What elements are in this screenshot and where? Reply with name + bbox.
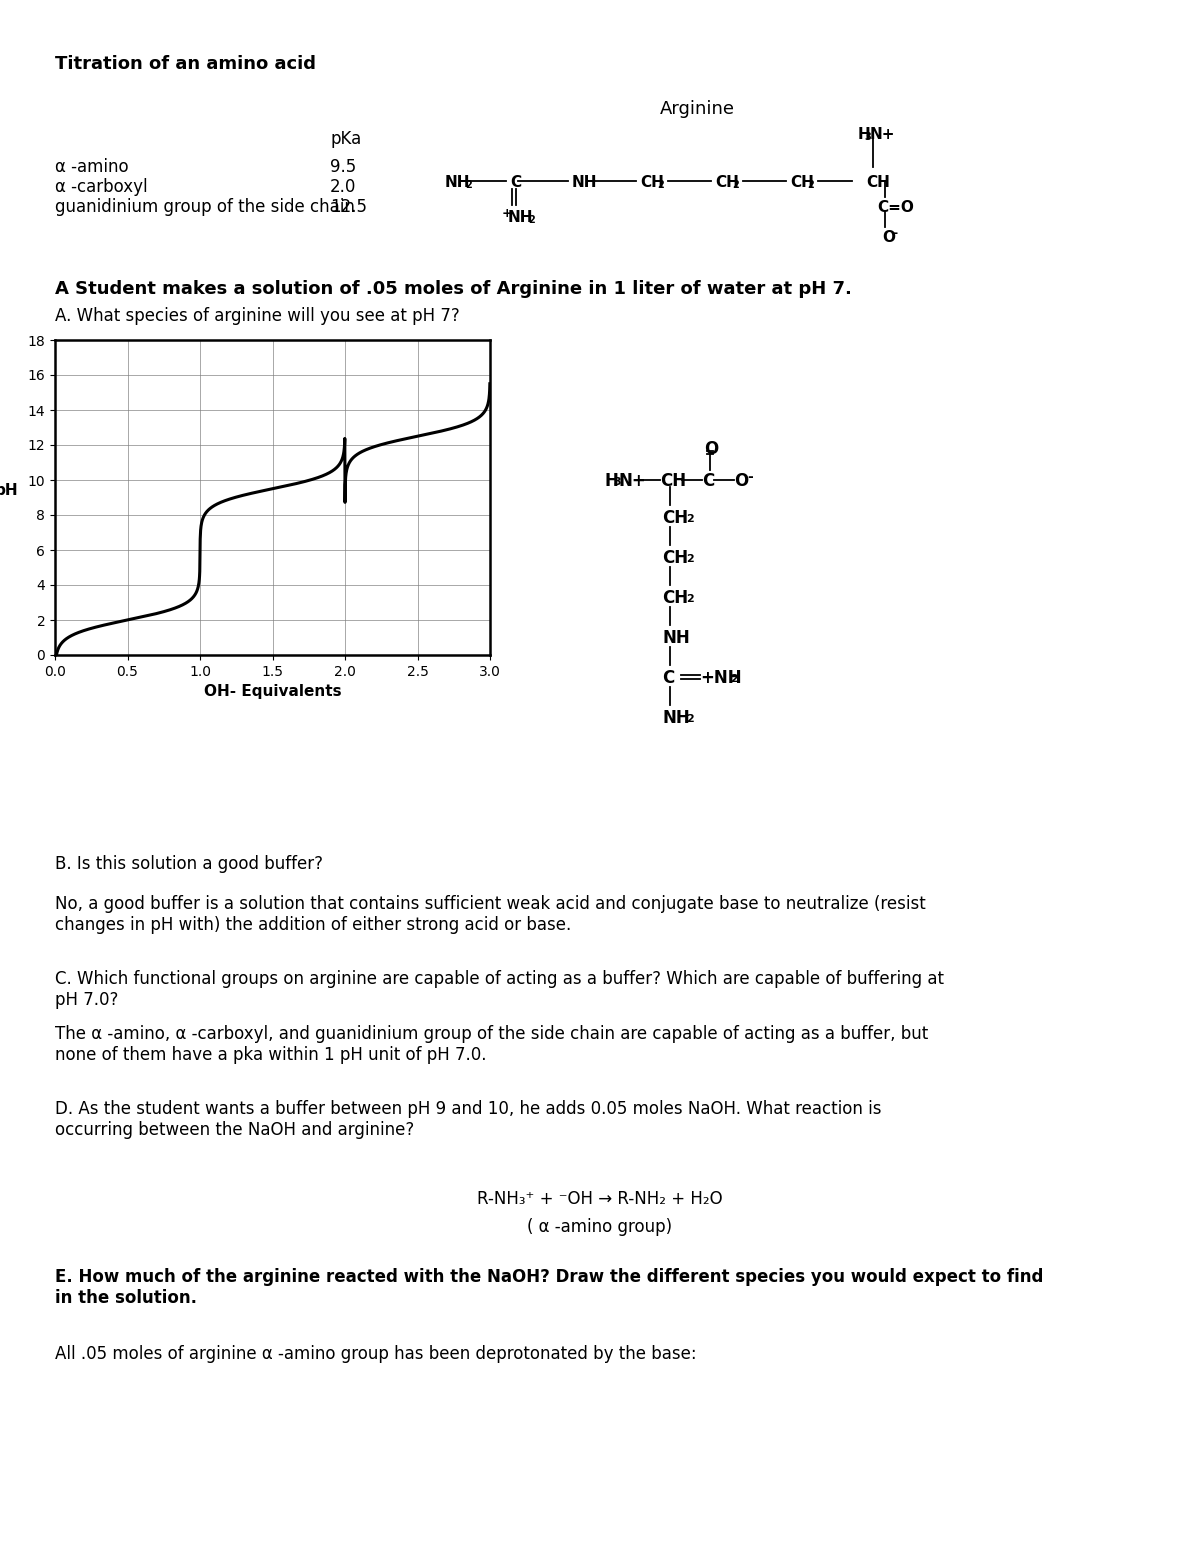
Text: 2: 2: [686, 714, 694, 724]
Text: α -amino: α -amino: [55, 158, 128, 175]
Text: H: H: [858, 127, 871, 141]
Text: C: C: [702, 472, 714, 491]
Y-axis label: pH: pH: [0, 483, 18, 497]
Text: N+: N+: [619, 472, 647, 491]
Text: D. As the student wants a buffer between pH 9 and 10, he adds 0.05 moles NaOH. W: D. As the student wants a buffer between…: [55, 1100, 882, 1138]
Text: 3: 3: [864, 132, 871, 141]
Text: 9.5: 9.5: [330, 158, 356, 175]
X-axis label: OH- Equivalents: OH- Equivalents: [204, 685, 341, 699]
Text: NH: NH: [572, 175, 598, 189]
Text: C. Which functional groups on arginine are capable of acting as a buffer? Which : C. Which functional groups on arginine a…: [55, 971, 944, 1009]
Text: CH: CH: [662, 550, 688, 567]
Text: pKa: pKa: [330, 130, 361, 148]
Text: CH: CH: [715, 175, 739, 189]
Text: 2: 2: [732, 180, 739, 189]
Text: α -carboxyl: α -carboxyl: [55, 179, 148, 196]
Text: CH: CH: [662, 509, 688, 526]
Text: 2.0: 2.0: [330, 179, 356, 196]
Text: No, a good buffer is a solution that contains sufficient weak acid and conjugate: No, a good buffer is a solution that con…: [55, 895, 925, 933]
Text: NH: NH: [508, 210, 534, 225]
Text: Arginine: Arginine: [660, 99, 734, 118]
Text: B. Is this solution a good buffer?: B. Is this solution a good buffer?: [55, 856, 323, 873]
Text: 2: 2: [528, 214, 535, 225]
Text: Titration of an amino acid: Titration of an amino acid: [55, 54, 316, 73]
Text: O: O: [882, 230, 895, 245]
Text: A Student makes a solution of .05 moles of Arginine in 1 liter of water at pH 7.: A Student makes a solution of .05 moles …: [55, 280, 852, 298]
Text: N+: N+: [870, 127, 895, 141]
Text: C: C: [510, 175, 521, 189]
Text: CH: CH: [662, 589, 688, 607]
Text: C=O: C=O: [877, 200, 914, 214]
Text: -: -: [892, 227, 898, 241]
Text: O: O: [734, 472, 749, 491]
Text: CH: CH: [790, 175, 814, 189]
Text: 2: 2: [686, 593, 694, 604]
Text: NH: NH: [662, 710, 690, 727]
Text: 2: 2: [466, 180, 472, 189]
Text: R-NH₃⁺ + ⁻OH → R-NH₂ + H₂O: R-NH₃⁺ + ⁻OH → R-NH₂ + H₂O: [478, 1190, 722, 1208]
Text: guanidinium group of the side chain: guanidinium group of the side chain: [55, 197, 355, 216]
Text: 2: 2: [686, 514, 694, 523]
Text: The α -amino, α -carboxyl, and guanidinium group of the side chain are capable o: The α -amino, α -carboxyl, and guanidini…: [55, 1025, 929, 1064]
Text: NH: NH: [445, 175, 470, 189]
Text: NH: NH: [662, 629, 690, 648]
Text: 2: 2: [730, 674, 738, 683]
Text: 3: 3: [613, 477, 620, 488]
Text: -: -: [746, 471, 752, 485]
Text: 2: 2: [808, 180, 814, 189]
Text: +NH: +NH: [700, 669, 742, 686]
Text: ( α -amino group): ( α -amino group): [528, 1218, 672, 1236]
Text: CH: CH: [660, 472, 686, 491]
Text: H: H: [605, 472, 619, 491]
Text: A. What species of arginine will you see at pH 7?: A. What species of arginine will you see…: [55, 307, 460, 325]
Text: E. How much of the arginine reacted with the NaOH? Draw the different species yo: E. How much of the arginine reacted with…: [55, 1267, 1043, 1306]
Text: 2: 2: [686, 554, 694, 564]
Text: All .05 moles of arginine α -amino group has been deprotonated by the base:: All .05 moles of arginine α -amino group…: [55, 1345, 697, 1364]
Text: CH: CH: [866, 175, 890, 189]
Text: C: C: [662, 669, 674, 686]
Text: CH: CH: [640, 175, 664, 189]
Text: O: O: [704, 439, 719, 458]
Text: +: +: [502, 207, 512, 221]
Text: 2: 2: [658, 180, 664, 189]
Text: 12.5: 12.5: [330, 197, 367, 216]
